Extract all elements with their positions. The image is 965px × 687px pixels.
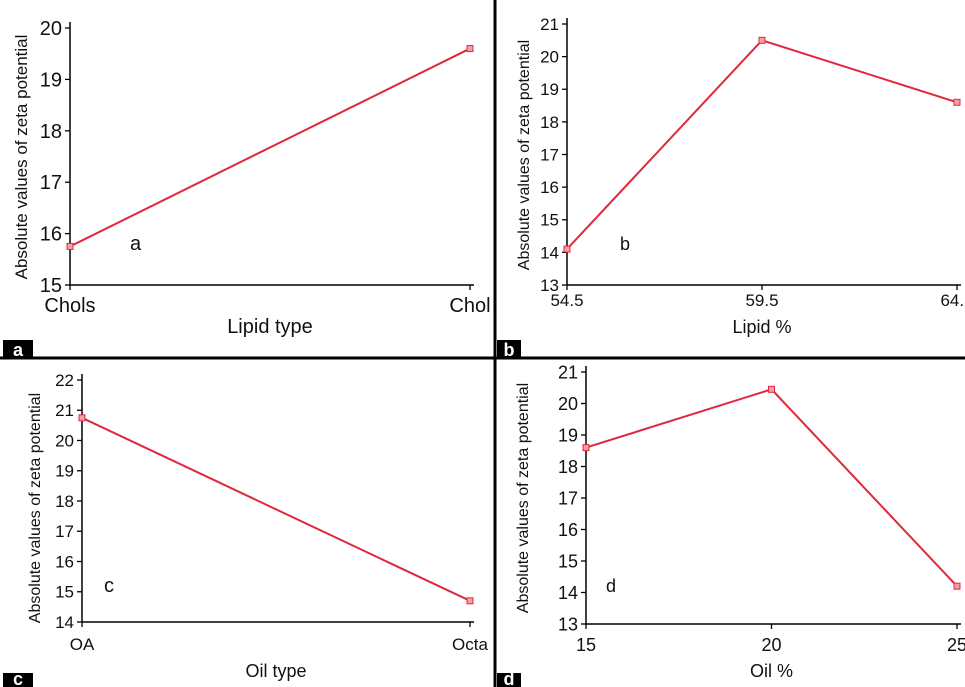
- y-tick-label: 19: [540, 80, 559, 99]
- panel-label-badge: [497, 340, 521, 358]
- y-tick-label: 15: [558, 551, 578, 571]
- chart-panel-d: 13 14 15 16 17 18 19 20 21 15 20 25 Oil % Absolute va…: [497, 362, 965, 687]
- panel-annotation: d: [606, 576, 616, 596]
- panel-label-text: a: [13, 340, 24, 360]
- panel-annotation: c: [104, 575, 114, 597]
- y-tick-label: 21: [558, 362, 578, 382]
- y-tick-label: 18: [55, 492, 74, 511]
- y-tick-label: 22: [55, 371, 74, 390]
- y-axis-title: Absolute values of zeta potential: [12, 35, 31, 280]
- data-point: [582, 444, 590, 452]
- y-tick-label: 20: [540, 48, 559, 67]
- x-tick-label: Octa: [452, 635, 488, 654]
- y-tick-label: 16: [540, 178, 559, 197]
- y-tick-label: 18: [558, 457, 578, 477]
- y-tick-label: 19: [40, 69, 62, 91]
- x-tick-label: 54.5: [550, 291, 583, 310]
- panel-label-badge: [497, 673, 521, 687]
- panel-label-text: b: [504, 340, 515, 360]
- x-axis-title: Oil %: [750, 661, 793, 681]
- data-point: [66, 242, 74, 250]
- chart-panel-b: 13 14 15 16 17 18 19 20 21 54.5 59.5 64.5 Lipid % Abs…: [497, 15, 965, 360]
- x-axis-title: Oil type: [245, 661, 306, 681]
- y-tick-label: 16: [55, 552, 74, 571]
- y-tick-label: 16: [40, 224, 62, 246]
- y-tick-label: 15: [40, 275, 62, 297]
- data-point: [78, 414, 86, 422]
- panel-label-text: c: [13, 669, 23, 687]
- y-tick-label: 13: [540, 276, 559, 295]
- panel-label-badge: [3, 673, 33, 687]
- y-tick-label: 20: [558, 394, 578, 414]
- series-line: [81, 416, 471, 602]
- y-tick-label: 21: [540, 15, 559, 34]
- chart-panels: 15 16 17 18 19 20 Chols Chol Lipid type Absolute …: [3, 15, 965, 687]
- y-axis-title: Absolute values of zeta potential: [27, 393, 44, 623]
- x-tick-label: 15: [576, 635, 596, 655]
- x-tick-label: Chols: [44, 295, 95, 317]
- panel-label-text: d: [504, 669, 515, 687]
- y-tick-label: 16: [558, 520, 578, 540]
- x-axis-title: Lipid %: [732, 317, 791, 337]
- y-tick-label: 17: [55, 522, 74, 541]
- y-tick-label: 15: [55, 583, 74, 602]
- x-tick-label: 59.5: [745, 291, 778, 310]
- data-point: [466, 45, 474, 53]
- y-tick-label: 17: [540, 145, 559, 164]
- y-tick-label: 13: [558, 614, 578, 634]
- data-point: [768, 385, 775, 393]
- y-tick-label: 14: [558, 583, 578, 603]
- y-tick-label: 14: [540, 243, 559, 262]
- chart-panel-a: 15 16 17 18 19 20 Chols Chol Lipid type Absolute …: [3, 18, 491, 360]
- data-point: [758, 36, 766, 44]
- y-tick-label: 21: [55, 401, 74, 420]
- x-tick-label: OA: [70, 635, 95, 654]
- data-point: [953, 582, 961, 590]
- y-axis-title: Absolute values of zeta potential: [515, 383, 532, 613]
- panel-label-badge: [3, 340, 33, 358]
- panel-annotation: b: [620, 234, 630, 254]
- data-point: [953, 98, 961, 106]
- series-line: [69, 47, 471, 248]
- x-axis-title: Lipid type: [227, 316, 313, 338]
- y-tick-label: 18: [40, 121, 62, 143]
- panel-annotation: a: [130, 233, 142, 255]
- data-point: [563, 245, 571, 253]
- x-tick-label: 64.5: [940, 291, 965, 310]
- y-tick-label: 15: [540, 211, 559, 230]
- y-tick-label: 17: [40, 172, 62, 194]
- data-point: [466, 597, 474, 605]
- x-tick-label: 25: [947, 635, 965, 655]
- x-tick-label: 20: [761, 635, 781, 655]
- y-tick-label: 18: [540, 113, 559, 132]
- y-tick-label: 19: [558, 425, 578, 445]
- y-tick-label: 20: [40, 18, 62, 40]
- y-axis-title: Absolute values of zeta potential: [516, 40, 533, 270]
- y-tick-label: 14: [55, 613, 74, 632]
- y-tick-label: 17: [558, 488, 578, 508]
- y-tick-label: 19: [55, 462, 74, 481]
- x-tick-label: Chol: [449, 295, 490, 317]
- y-tick-label: 20: [55, 431, 74, 450]
- chart-panel-c: 14 15 16 17 18 19 20 21 22 OA Octa Oil type Absolute…: [3, 371, 488, 687]
